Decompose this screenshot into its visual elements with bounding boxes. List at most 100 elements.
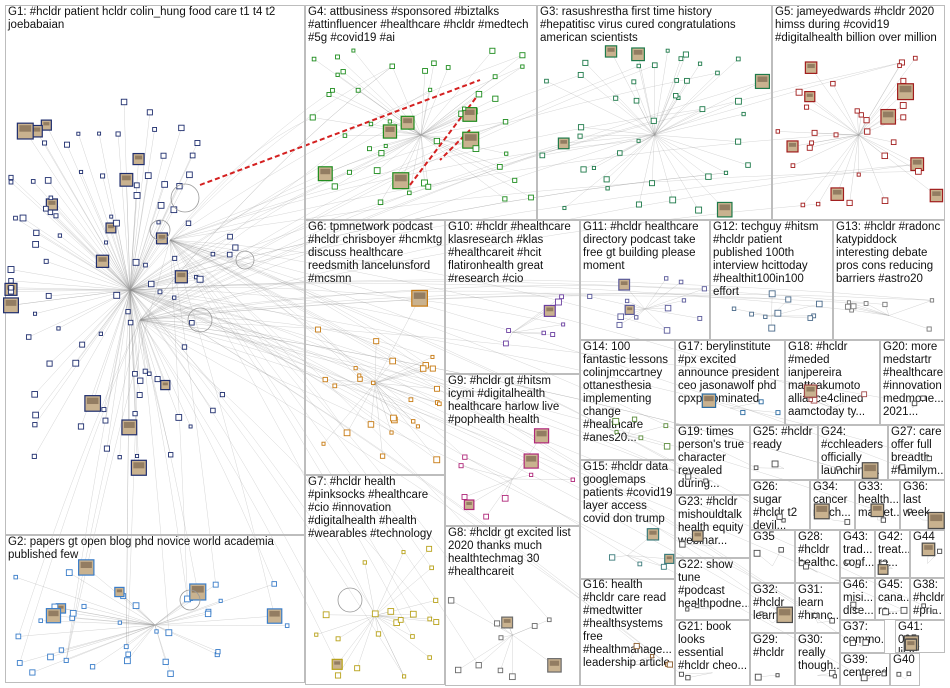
node[interactable] xyxy=(30,179,36,184)
node[interactable] xyxy=(44,177,52,184)
node[interactable] xyxy=(768,290,776,298)
node[interactable] xyxy=(539,152,546,159)
node[interactable] xyxy=(501,494,509,502)
node[interactable] xyxy=(660,563,667,570)
node[interactable] xyxy=(77,423,85,430)
node[interactable] xyxy=(427,616,433,622)
node[interactable] xyxy=(340,69,346,75)
node[interactable] xyxy=(899,102,907,109)
node[interactable] xyxy=(309,114,316,121)
node[interactable] xyxy=(715,70,720,76)
node[interactable] xyxy=(603,176,610,183)
node[interactable] xyxy=(926,455,932,462)
node[interactable] xyxy=(674,78,679,83)
node[interactable] xyxy=(614,430,619,435)
node[interactable] xyxy=(331,183,338,190)
node[interactable] xyxy=(678,56,684,62)
node[interactable] xyxy=(774,309,782,317)
node[interactable] xyxy=(699,106,706,113)
node[interactable] xyxy=(763,314,768,319)
node[interactable] xyxy=(445,65,451,70)
node[interactable] xyxy=(519,52,526,59)
node[interactable] xyxy=(541,330,546,336)
node[interactable] xyxy=(587,293,593,300)
node[interactable] xyxy=(109,214,114,219)
node[interactable] xyxy=(330,87,335,93)
node[interactable] xyxy=(189,320,195,326)
node[interactable] xyxy=(520,64,525,69)
node[interactable] xyxy=(219,392,225,398)
node[interactable] xyxy=(803,563,809,570)
node[interactable] xyxy=(546,617,552,623)
node[interactable] xyxy=(125,309,131,315)
node[interactable] xyxy=(881,671,887,677)
node[interactable] xyxy=(142,368,148,374)
node[interactable] xyxy=(152,127,158,132)
node[interactable] xyxy=(803,104,810,110)
node[interactable] xyxy=(133,182,140,189)
node[interactable] xyxy=(635,201,642,208)
node[interactable] xyxy=(808,397,814,402)
node[interactable] xyxy=(102,417,109,424)
node[interactable] xyxy=(863,301,869,306)
node[interactable] xyxy=(194,140,201,146)
node[interactable] xyxy=(771,460,779,468)
node[interactable] xyxy=(678,279,684,285)
node[interactable] xyxy=(13,574,18,580)
node[interactable] xyxy=(697,61,703,66)
node[interactable] xyxy=(735,138,742,145)
node[interactable] xyxy=(8,174,14,181)
node[interactable] xyxy=(705,173,712,180)
node[interactable] xyxy=(703,478,709,484)
node[interactable] xyxy=(483,513,490,520)
node[interactable] xyxy=(32,241,39,248)
node[interactable] xyxy=(795,88,803,96)
node[interactable] xyxy=(97,131,102,136)
node[interactable] xyxy=(503,340,509,347)
node[interactable] xyxy=(631,79,637,85)
node[interactable] xyxy=(496,164,503,170)
node[interactable] xyxy=(389,63,395,70)
node[interactable] xyxy=(215,649,221,655)
node[interactable] xyxy=(896,671,902,677)
node[interactable] xyxy=(422,68,428,74)
node[interactable] xyxy=(127,319,134,326)
node[interactable] xyxy=(776,513,783,520)
node[interactable] xyxy=(461,494,468,500)
node[interactable] xyxy=(577,133,583,139)
node[interactable] xyxy=(167,670,174,677)
node[interactable] xyxy=(832,674,837,679)
node[interactable] xyxy=(881,197,889,205)
node[interactable] xyxy=(775,673,780,678)
node[interactable] xyxy=(172,295,177,300)
node[interactable] xyxy=(651,62,658,69)
node[interactable] xyxy=(410,634,415,639)
node[interactable] xyxy=(64,141,70,148)
node[interactable] xyxy=(43,205,49,212)
node[interactable] xyxy=(753,549,761,557)
node[interactable] xyxy=(373,338,380,345)
node[interactable] xyxy=(858,112,864,118)
node[interactable] xyxy=(673,93,679,99)
node[interactable] xyxy=(351,48,356,53)
node[interactable] xyxy=(156,220,161,225)
node[interactable] xyxy=(354,665,361,672)
node[interactable] xyxy=(850,601,857,608)
node[interactable] xyxy=(775,410,781,416)
node[interactable] xyxy=(132,370,138,377)
node[interactable] xyxy=(378,150,385,157)
node[interactable] xyxy=(882,608,890,616)
node[interactable] xyxy=(920,395,926,401)
node[interactable] xyxy=(570,477,576,482)
node[interactable] xyxy=(428,87,433,92)
node[interactable] xyxy=(577,124,585,131)
node[interactable] xyxy=(846,300,851,305)
node[interactable] xyxy=(175,414,183,421)
node[interactable] xyxy=(695,206,703,214)
node[interactable] xyxy=(165,629,173,637)
node[interactable] xyxy=(900,77,907,84)
node[interactable] xyxy=(100,173,106,179)
node[interactable] xyxy=(861,391,868,398)
node[interactable] xyxy=(379,453,386,459)
node[interactable] xyxy=(162,658,169,665)
